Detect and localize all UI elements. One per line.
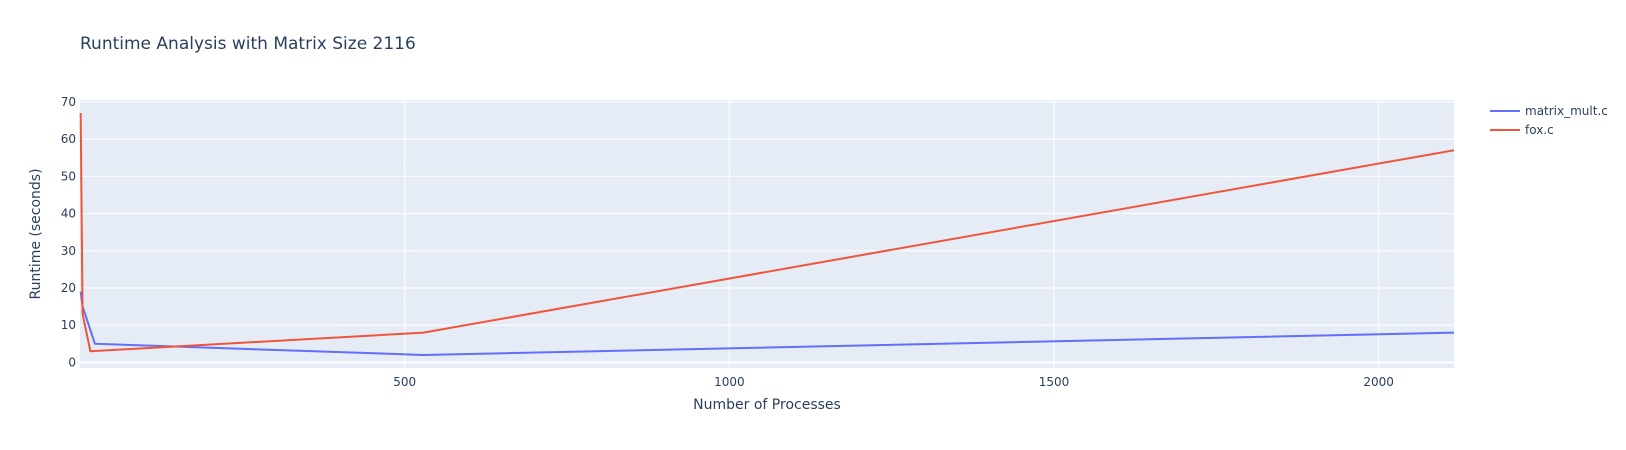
x-tick-label: 1500 — [1039, 375, 1070, 389]
y-tick-label: 60 — [61, 132, 76, 146]
y-tick-label: 0 — [68, 355, 76, 369]
x-axis-title: Number of Processes — [693, 397, 841, 413]
legend[interactable]: matrix_mult.c fox.c — [1490, 104, 1608, 137]
y-tick-label: 10 — [61, 318, 76, 332]
legend-label: fox.c — [1525, 123, 1554, 137]
y-tick-label: 40 — [61, 207, 76, 221]
x-tick-label: 1000 — [714, 375, 745, 389]
x-tick-labels: 500 1000 1500 2000 — [393, 375, 1394, 389]
y-tick-label: 20 — [61, 281, 76, 295]
legend-label: matrix_mult.c — [1525, 104, 1608, 118]
y-tick-labels: 0 10 20 30 40 50 60 70 — [61, 95, 76, 370]
y-tick-label: 30 — [61, 244, 76, 258]
y-axis-title: Runtime (seconds) — [28, 168, 44, 299]
series-lines — [79, 113, 1455, 356]
y-tick-label: 50 — [61, 169, 76, 183]
y-tick-label: 70 — [61, 95, 76, 109]
legend-item[interactable]: matrix_mult.c — [1490, 104, 1608, 118]
x-tick-label: 500 — [393, 375, 416, 389]
legend-item[interactable]: fox.c — [1490, 123, 1554, 137]
y-gridlines — [80, 101, 1454, 364]
series-line-1 — [79, 113, 1455, 353]
plot-area — [80, 100, 1454, 368]
chart-title: Runtime Analysis with Matrix Size 2116 — [80, 34, 416, 54]
x-gridlines — [404, 100, 1380, 368]
x-tick-label: 2000 — [1363, 375, 1394, 389]
